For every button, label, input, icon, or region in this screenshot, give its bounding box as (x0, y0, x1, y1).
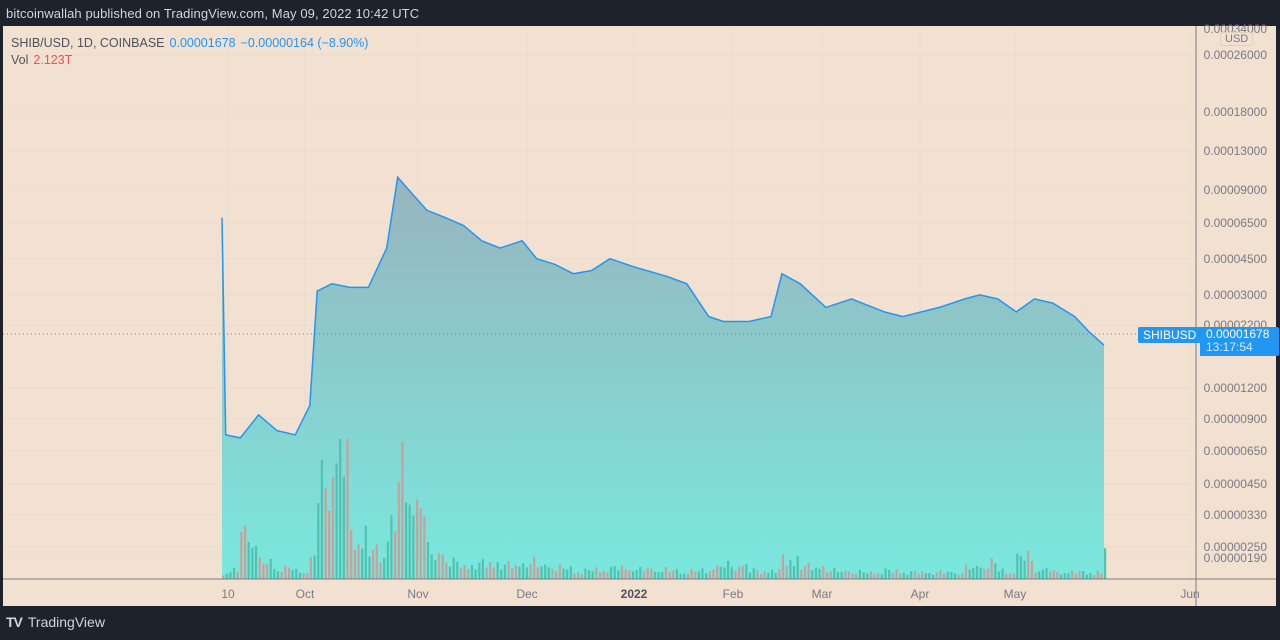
publish-info: bitcoinwallah published on TradingView.c… (6, 6, 420, 21)
volume-bars (222, 439, 1107, 579)
price-axis-label: 0.00003000 (1203, 288, 1267, 302)
time-axis-label: Feb (722, 587, 744, 601)
chart-legend: SHIB/USD, 1D, COINBASE 0.00001678 −0.00000… (11, 35, 368, 69)
price-axis-label: 0.00013000 (1203, 144, 1267, 158)
symbol-label[interactable]: SHIB/USD, 1D, COINBASE (11, 36, 165, 50)
price-axis-label: 0.00000900 (1203, 412, 1267, 426)
volume-label[interactable]: Vol (11, 53, 29, 67)
last-price-value: 0.00001678 (1206, 327, 1270, 341)
price-axis-label: 0.00000450 (1203, 477, 1267, 491)
price-line (221, 175, 1105, 439)
time-axis-label: Oct (295, 587, 315, 601)
price-axis-label: 0.00006500 (1203, 216, 1267, 230)
price-axis-label: 0.00000650 (1203, 444, 1267, 458)
time-axis-label: Apr (910, 587, 930, 601)
price-axis-label: 0.00026000 (1203, 48, 1267, 62)
time-axis-label: Jun (1180, 587, 1200, 601)
time-axis-label: 2022 (620, 587, 648, 601)
time-axis-label: Mar (811, 587, 833, 601)
price-axis-label: 0.00004500 (1203, 252, 1267, 266)
price-axis-label: 0.00000190 (1203, 551, 1267, 565)
bar-countdown: 13:17:54 (1206, 340, 1253, 354)
tradingview-logo[interactable]: TV TradingView (6, 614, 105, 630)
brand-name: TradingView (27, 614, 105, 630)
currency-tag[interactable]: USD (1220, 32, 1254, 46)
price-axis-label: 0.00018000 (1203, 105, 1267, 119)
price-area (222, 177, 1104, 579)
price-axis-label: 0.00000330 (1203, 508, 1267, 522)
price-axis-label: 0.00001200 (1203, 381, 1267, 395)
time-axis-label: 10 (221, 587, 235, 601)
chart-pane[interactable]: SHIB/USD, 1D, COINBASE 0.00001678 −0.00000… (3, 22, 1279, 606)
last-price-tag: 0.00001678 13:17:54 (1200, 327, 1279, 356)
volume-value: 2.123T (33, 53, 73, 67)
symbol-price-tag: SHIBUSD (1138, 327, 1202, 343)
tradingview-mark-icon: TV (6, 614, 23, 630)
last-price: 0.00001678 (169, 36, 236, 50)
time-axis-label: May (1003, 587, 1027, 601)
price-axis-label: 0.00000250 (1203, 540, 1267, 554)
time-axis-label: Nov (407, 587, 429, 601)
price-change: −0.00000164 (−8.90%) (240, 36, 369, 50)
price-axis-label: 0.00009000 (1203, 183, 1267, 197)
time-axis-label: Dec (516, 587, 538, 601)
price-plot[interactable] (3, 26, 1276, 606)
